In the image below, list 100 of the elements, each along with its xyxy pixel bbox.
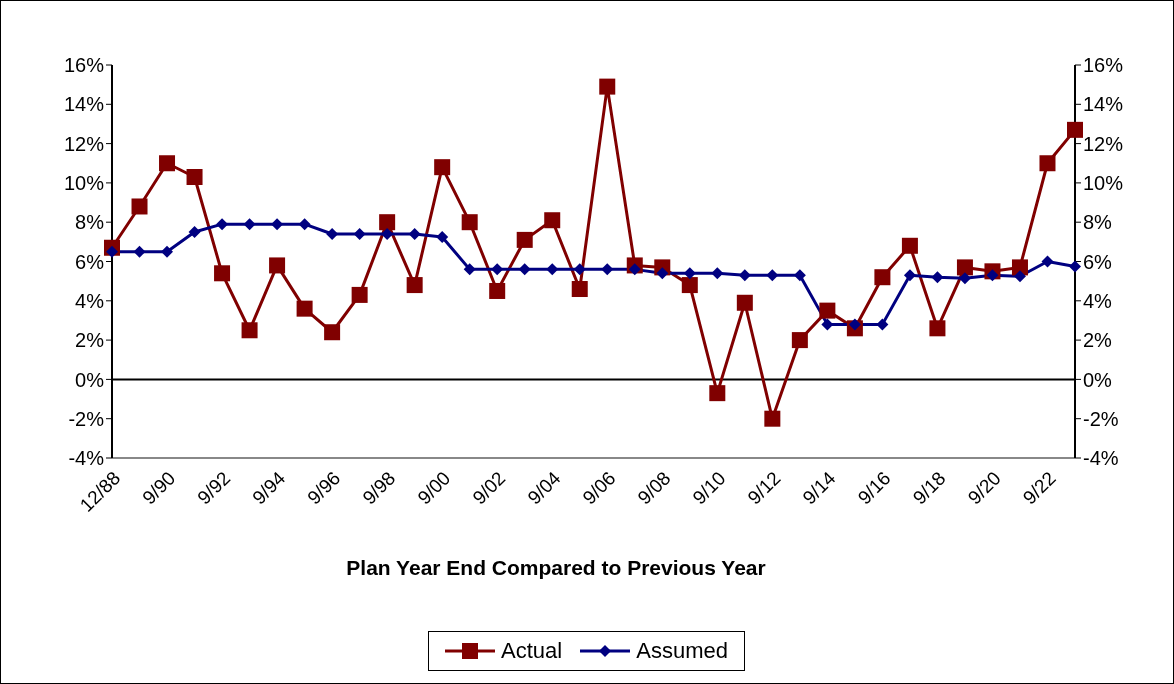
y-tick-label: 10%	[63, 172, 105, 194]
point	[296, 300, 313, 317]
point	[819, 302, 836, 319]
point	[544, 212, 561, 229]
point	[406, 277, 423, 294]
y-tick-label: -2%	[68, 407, 105, 430]
point	[1011, 259, 1028, 276]
point	[461, 214, 478, 231]
y-tick-label: 14%	[63, 93, 105, 116]
x-tick-label: 9/98	[358, 467, 400, 509]
point	[379, 214, 396, 231]
y-tick-label: -4%	[68, 447, 105, 470]
point	[1013, 270, 1026, 283]
point	[161, 245, 174, 258]
point	[298, 218, 311, 231]
point	[571, 281, 588, 298]
point	[324, 324, 341, 341]
point	[599, 78, 616, 95]
y2-tick-label: -4%	[1083, 447, 1119, 470]
x-tick-label: 9/10	[688, 467, 730, 509]
point	[874, 269, 891, 286]
point	[489, 282, 506, 299]
point	[133, 245, 146, 258]
x-tick-label: 9/08	[633, 467, 675, 509]
point	[738, 269, 751, 282]
x-tick-label: 9/90	[138, 467, 180, 509]
x-tick-label: 9/14	[798, 467, 840, 509]
y2-tick-label: 16%	[1083, 54, 1124, 77]
x-tick-label: 9/92	[193, 467, 235, 509]
point	[243, 218, 256, 231]
y2-tick-label: 10%	[1083, 172, 1124, 194]
x-tick-label: 9/02	[468, 467, 510, 509]
point	[269, 257, 286, 274]
point	[434, 159, 451, 176]
point	[241, 322, 258, 339]
point	[546, 263, 559, 276]
point	[188, 226, 201, 239]
x-tick-label: 9/18	[908, 467, 950, 509]
point	[656, 267, 669, 280]
point	[351, 286, 368, 303]
point	[516, 231, 533, 248]
point	[1041, 255, 1054, 268]
point	[986, 269, 999, 282]
y-tick-label: 2%	[75, 329, 105, 352]
point	[1069, 260, 1081, 273]
point	[791, 332, 808, 349]
point	[848, 318, 861, 331]
point	[901, 237, 918, 254]
y2-tick-label: 8%	[1083, 211, 1113, 234]
x-tick-label: 9/22	[1018, 467, 1060, 509]
x-tick-label: 9/12	[743, 467, 785, 509]
point	[491, 263, 504, 276]
point	[214, 265, 231, 282]
y-tick-label: 4%	[75, 289, 105, 312]
x-tick-label: 9/04	[523, 467, 565, 509]
point	[956, 259, 973, 276]
legend-label: Assumed	[636, 638, 728, 664]
point	[573, 263, 586, 276]
x-axis-title: Plan Year End Compared to Previous Year	[345, 556, 767, 580]
y2-tick-label: 4%	[1083, 289, 1113, 312]
x-tick-label: 9/00	[413, 467, 455, 509]
point	[683, 267, 696, 280]
point	[159, 155, 176, 172]
point	[1067, 121, 1083, 138]
point	[628, 263, 641, 276]
y-tick-label: 6%	[75, 250, 105, 273]
point	[736, 294, 753, 311]
y-tick-label: 16%	[63, 54, 105, 77]
point	[709, 385, 726, 402]
x-tick-label: 9/16	[853, 467, 895, 509]
point	[463, 263, 476, 276]
point	[764, 410, 781, 427]
point	[601, 263, 614, 276]
point	[1039, 155, 1056, 172]
y2-tick-label: 12%	[1083, 132, 1124, 155]
y2-tick-label: 0%	[1083, 368, 1113, 391]
y-tick-label: 8%	[75, 211, 105, 234]
y2-tick-label: 2%	[1083, 329, 1113, 352]
point	[766, 269, 779, 282]
x-tick-label: 9/20	[963, 467, 1005, 509]
x-tick-label: 9/96	[303, 467, 345, 509]
point	[186, 169, 203, 186]
y2-tick-label: -2%	[1083, 407, 1119, 430]
point	[106, 245, 118, 258]
y-tick-label: 0%	[75, 368, 105, 391]
legend-label: Actual	[501, 638, 563, 664]
y2-tick-label: 14%	[1083, 93, 1124, 116]
point	[681, 277, 698, 294]
x-tick-label: 9/06	[578, 467, 620, 509]
point	[436, 230, 449, 243]
point	[929, 320, 946, 337]
point	[408, 227, 421, 240]
point	[131, 198, 148, 215]
x-tick-label: 9/94	[248, 467, 290, 509]
point	[353, 227, 366, 240]
point	[903, 269, 916, 282]
point	[518, 263, 531, 276]
y2-tick-label: 6%	[1083, 250, 1113, 273]
point	[711, 267, 724, 280]
y-tick-label: 12%	[63, 132, 105, 155]
